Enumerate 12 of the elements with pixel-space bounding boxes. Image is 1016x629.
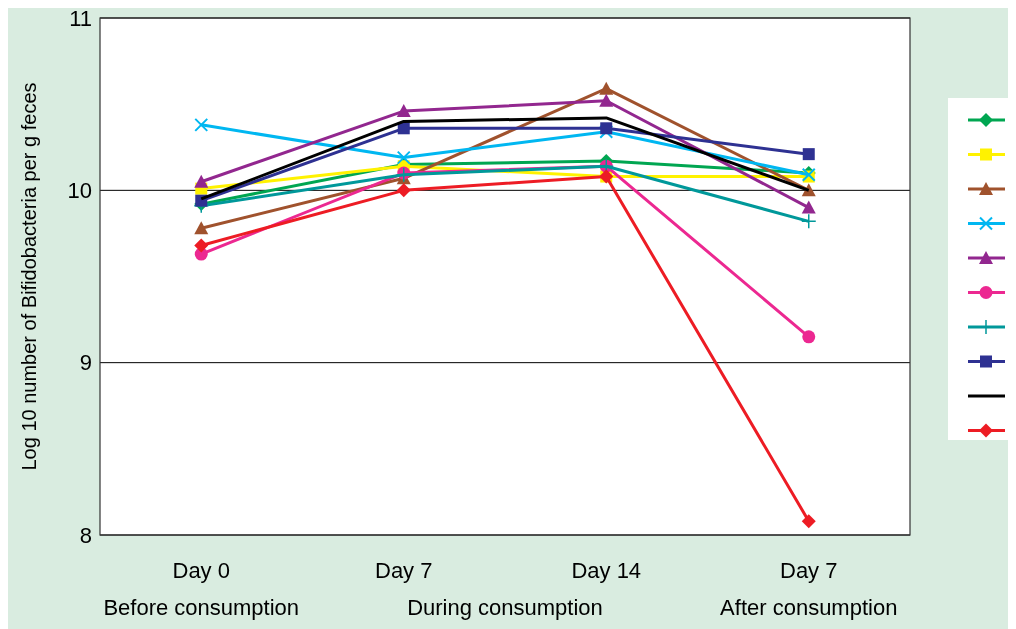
x-tick-label: Day 7 xyxy=(375,558,433,583)
text: After consumption xyxy=(720,595,898,620)
y-axis-title: Log 10 number of Bifidobacteria per g feces xyxy=(18,82,40,471)
x-tick-label: Day 7 xyxy=(780,558,838,583)
x-tick-label: Day 14 xyxy=(571,558,642,583)
x-tick-label: Day 0 xyxy=(172,558,230,583)
text: During consumption xyxy=(407,595,603,620)
y-tick-label: 8 xyxy=(79,522,92,548)
y-tick-label: 10 xyxy=(67,178,92,204)
y-tick-label: 11 xyxy=(69,5,92,31)
y-tick-label: 9 xyxy=(79,350,92,376)
text: Before consumption xyxy=(103,595,300,620)
